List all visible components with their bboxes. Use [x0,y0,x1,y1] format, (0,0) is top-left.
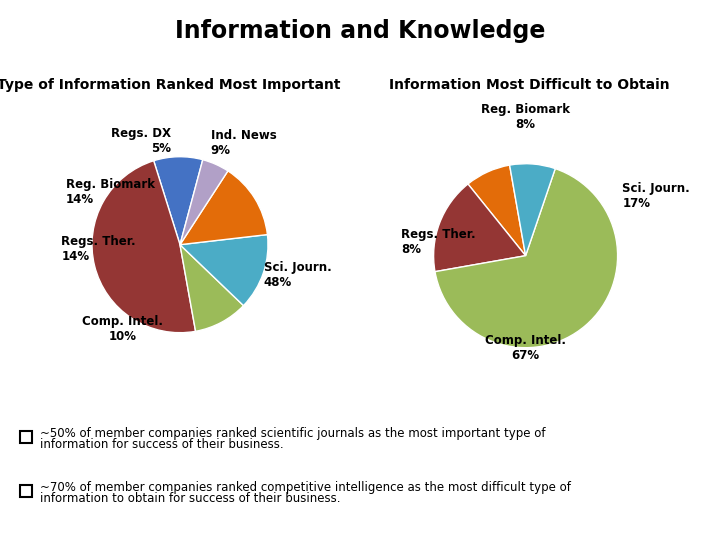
Wedge shape [180,171,267,245]
Text: ~50% of member companies ranked scientific journals as the most important type o: ~50% of member companies ranked scientif… [40,427,545,440]
Text: Regs. Ther.
8%: Regs. Ther. 8% [401,228,476,256]
Wedge shape [92,161,196,333]
Text: Comp. Intel.
67%: Comp. Intel. 67% [485,334,566,362]
Wedge shape [180,234,268,306]
Text: Ind. News
9%: Ind. News 9% [211,130,276,158]
Text: Comp. Intel.
10%: Comp. Intel. 10% [82,315,163,343]
Text: ~70% of member companies ranked competitive intelligence as the most difficult t: ~70% of member companies ranked competit… [40,481,570,494]
Text: Sci. Journ.
17%: Sci. Journ. 17% [622,182,690,210]
Wedge shape [435,168,618,348]
Text: Reg. Biomark
14%: Reg. Biomark 14% [66,178,155,206]
Text: Sci. Journ.
48%: Sci. Journ. 48% [264,261,331,289]
Text: information for success of their business.: information for success of their busines… [40,438,283,451]
Wedge shape [153,157,203,245]
Wedge shape [510,164,555,256]
Text: Regs. DX
5%: Regs. DX 5% [111,127,171,155]
Text: information to obtain for success of their business.: information to obtain for success of the… [40,492,340,505]
Text: Type of Information Ranked Most Important: Type of Information Ranked Most Importan… [0,78,341,92]
Text: Information and Knowledge: Information and Knowledge [175,19,545,43]
Wedge shape [180,160,228,245]
Text: Regs. Ther.
14%: Regs. Ther. 14% [61,235,136,263]
Wedge shape [433,184,526,272]
Text: Information Most Difficult to Obtain: Information Most Difficult to Obtain [389,78,670,92]
Wedge shape [180,245,243,332]
Wedge shape [468,165,526,256]
Text: Reg. Biomark
8%: Reg. Biomark 8% [481,104,570,132]
